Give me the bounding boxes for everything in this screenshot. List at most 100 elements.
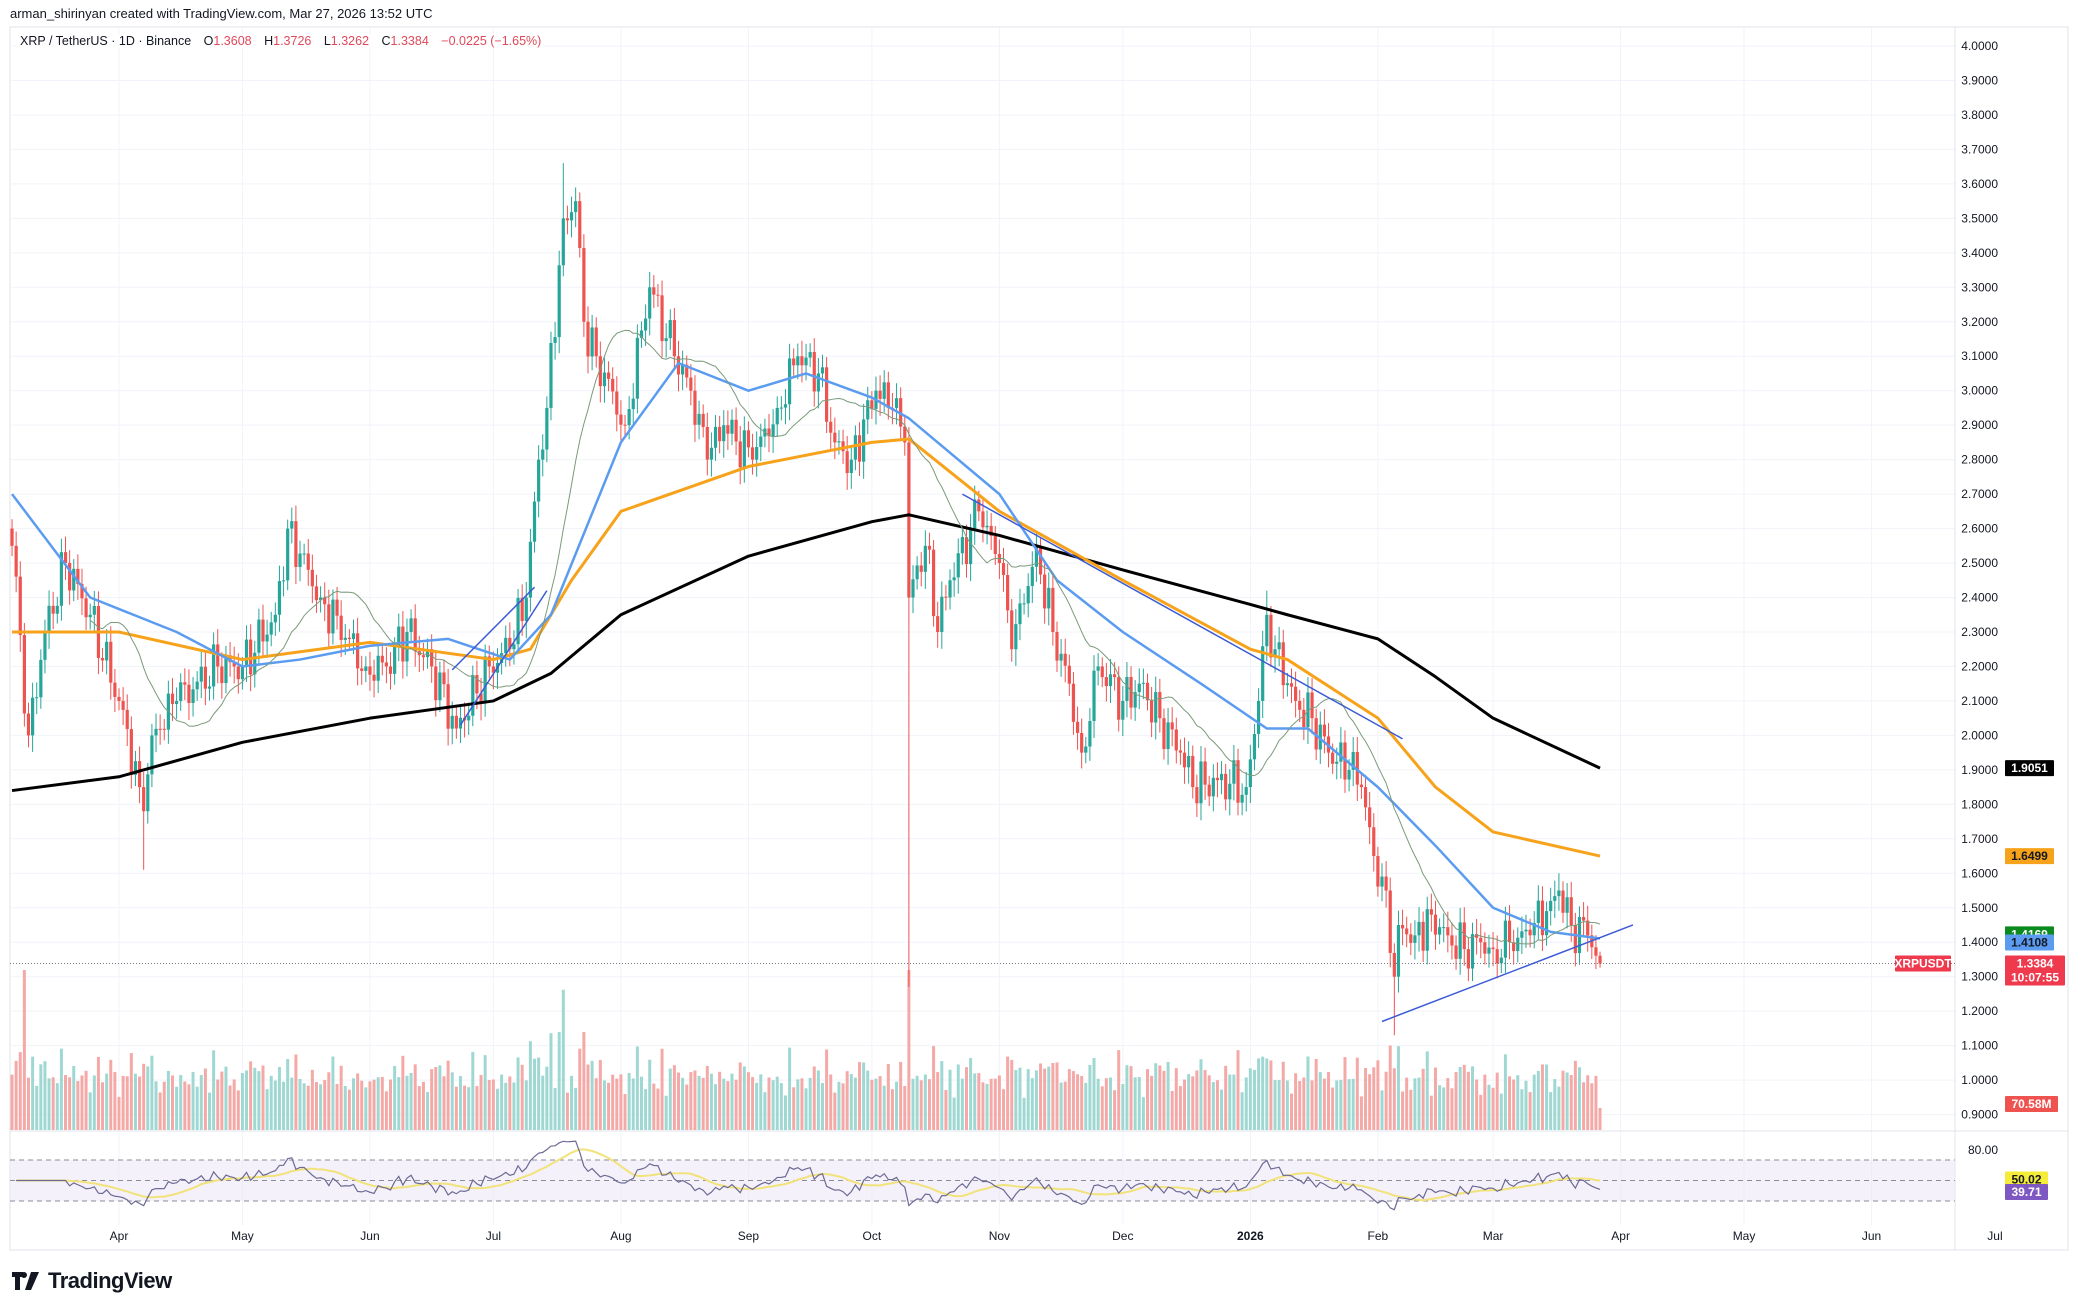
volume-bar — [84, 1070, 88, 1130]
tradingview-logo[interactable]: TradingView — [12, 1268, 172, 1294]
price-tick-label: 1.6000 — [1961, 866, 1998, 880]
price-tick-label: 0.9000 — [1961, 1108, 1998, 1122]
volume-bar — [693, 1070, 697, 1130]
candle-body — [944, 596, 948, 598]
volume-bar — [886, 1063, 890, 1130]
trendline — [1381, 924, 1634, 1023]
candle-body — [467, 715, 471, 721]
volume-bar — [528, 1041, 532, 1130]
volume-bar — [80, 1075, 84, 1130]
volume-bar — [882, 1085, 886, 1130]
volume-bar — [714, 1084, 718, 1130]
volume-bar — [1113, 1090, 1117, 1130]
candle — [755, 431, 759, 477]
candle-body — [903, 426, 907, 443]
volume-bar — [1557, 1086, 1561, 1130]
volume-bar — [1067, 1069, 1071, 1130]
candle-body — [705, 426, 709, 460]
candle-body — [1413, 935, 1417, 943]
volume-bar — [88, 1092, 92, 1130]
price-tick-label: 4.0000 — [1961, 39, 1998, 53]
candle — [1043, 560, 1047, 624]
open-value: 1.3608 — [213, 34, 252, 48]
volume-bar — [389, 1079, 393, 1130]
candle — [1104, 663, 1108, 702]
candle — [1322, 709, 1327, 754]
candle-body — [1450, 935, 1454, 946]
volume-bar — [1413, 1078, 1417, 1130]
candle — [1466, 937, 1470, 982]
ma-50-line — [11, 361, 1601, 940]
candle-body — [220, 666, 224, 684]
volume-bar — [1396, 1046, 1400, 1130]
volume-bar — [681, 1077, 685, 1130]
candle — [1248, 744, 1252, 804]
candle-body — [483, 656, 487, 704]
volume-bar — [273, 1080, 277, 1130]
candle-body — [1187, 755, 1191, 768]
candle — [931, 540, 936, 627]
volume-badge-text: 70.58M — [2011, 1097, 2051, 1111]
candle — [820, 354, 825, 388]
volume-bar — [829, 1074, 833, 1130]
candle-body — [133, 761, 138, 775]
candle — [866, 386, 870, 435]
candle-body — [1269, 614, 1273, 658]
candle-body — [1520, 931, 1524, 938]
volume-series — [10, 970, 1602, 1130]
candle-body — [853, 435, 858, 460]
volume-bar — [1154, 1063, 1158, 1130]
candle-body — [1261, 646, 1265, 701]
chart-frame — [9, 26, 2069, 1251]
volume-bar — [384, 1091, 388, 1130]
candle — [594, 317, 598, 368]
candle — [100, 647, 105, 672]
candle-body — [150, 735, 154, 775]
volume-bar — [1549, 1092, 1553, 1130]
symbol-legend: XRP / TetherUS · 1D · Binance O1.3608 H1… — [18, 34, 544, 48]
candle-body — [1112, 674, 1117, 678]
volume-bar — [347, 1089, 351, 1130]
candle-body — [746, 430, 751, 448]
candle — [1129, 666, 1133, 720]
candle — [88, 603, 92, 630]
candle-body — [1277, 642, 1281, 650]
candle — [1372, 813, 1376, 872]
candle — [63, 536, 68, 581]
candle-body — [870, 400, 874, 409]
volume-bar — [923, 1074, 927, 1130]
candle — [1475, 918, 1479, 955]
volume-bar — [1183, 1079, 1187, 1130]
candle-body — [1232, 760, 1236, 784]
candle-body — [606, 372, 611, 379]
candle — [796, 343, 800, 380]
candle — [590, 314, 594, 371]
candle-body — [1248, 759, 1252, 788]
volume-bar — [245, 1070, 249, 1130]
symbol-name[interactable]: XRP / TetherUS · 1D · Binance — [20, 34, 192, 48]
candle-body — [611, 378, 615, 392]
candle-body — [660, 295, 664, 342]
volume-bar — [833, 1092, 837, 1130]
candle — [1512, 929, 1516, 965]
candle-body — [1129, 676, 1133, 708]
volume-bar — [697, 1075, 701, 1130]
volume-bar — [989, 1078, 993, 1130]
volume-bar — [1380, 1090, 1384, 1130]
volume-bar — [508, 1076, 512, 1130]
current-price-badge-text: 10:07:55 — [2011, 970, 2059, 984]
volume-bar — [1236, 1050, 1240, 1130]
candle-body — [557, 265, 561, 338]
candle — [306, 539, 310, 586]
volume-bar — [458, 1075, 462, 1130]
candle-body — [232, 662, 236, 667]
candle-body — [191, 689, 195, 703]
candle-body — [820, 367, 825, 374]
candle — [1536, 885, 1540, 940]
time-tick-label: May — [231, 1229, 254, 1243]
close-value: 1.3384 — [390, 34, 429, 48]
candle-body — [92, 606, 96, 615]
volume-bar — [1364, 1067, 1368, 1130]
candle — [356, 617, 360, 686]
